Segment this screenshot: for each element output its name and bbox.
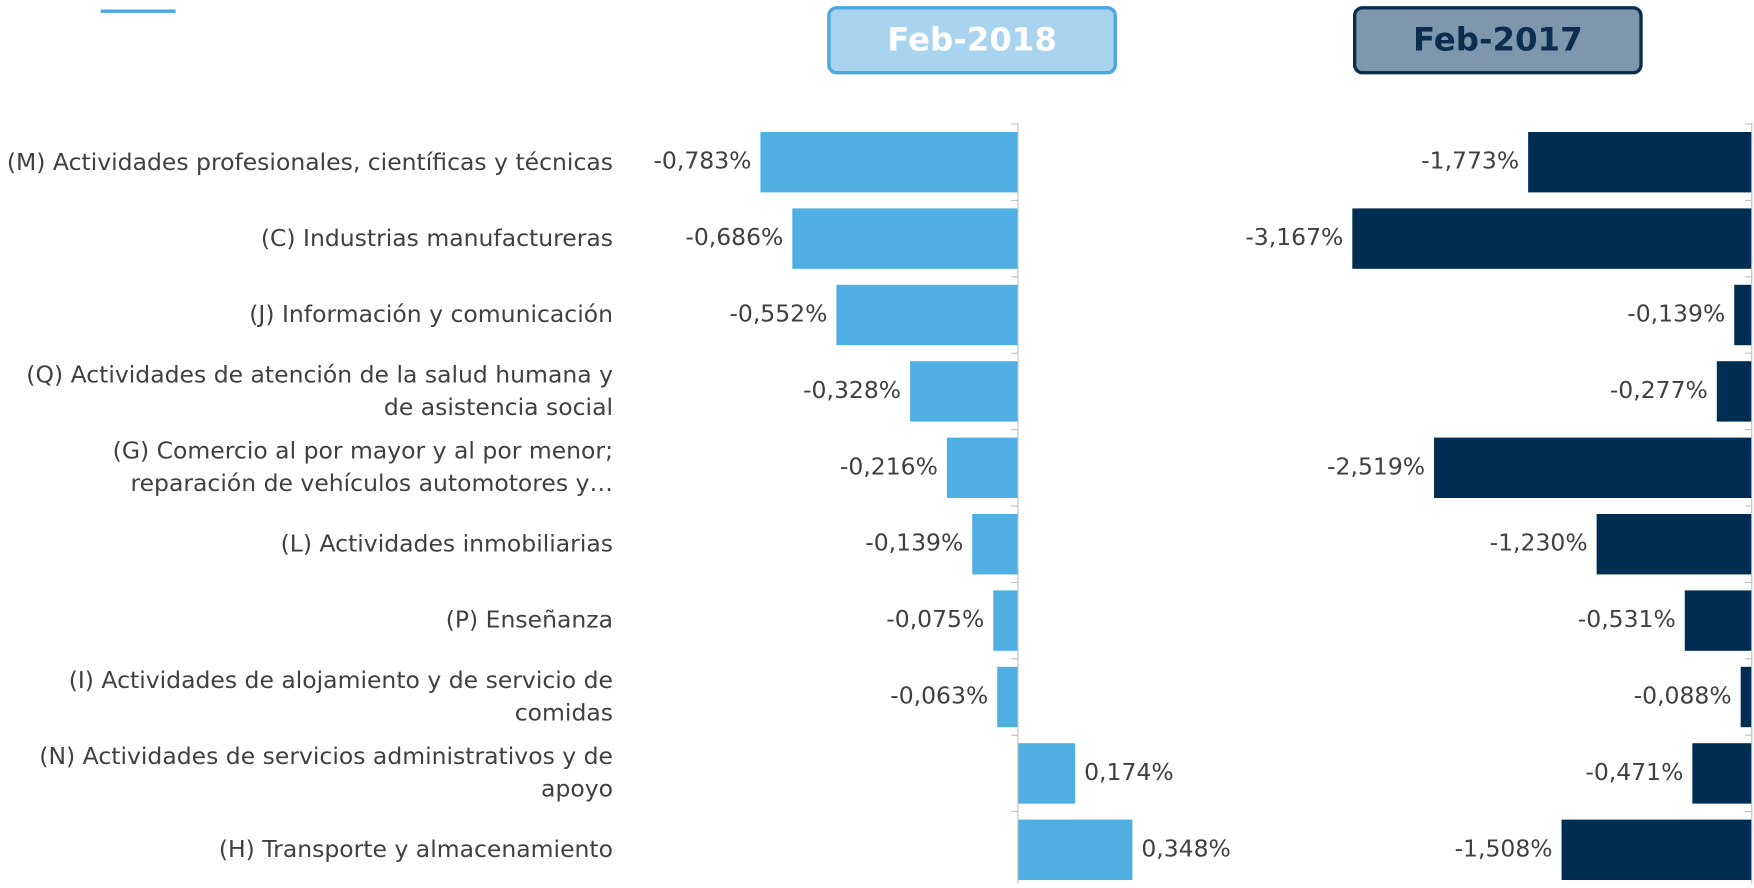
category-label: (H) Transporte y almacenamiento <box>218 835 614 863</box>
category-label: (G) Comercio al por mayor y al por menor… <box>112 437 614 497</box>
title-box <box>827 6 1117 75</box>
value-label: -0,531% <box>1578 605 1676 633</box>
bar <box>972 514 1018 575</box>
title-box <box>1352 6 1643 75</box>
category-label: (N) Actividades de servicios administrat… <box>39 743 614 803</box>
value-label: -0,075% <box>886 605 984 633</box>
bar <box>1716 361 1752 422</box>
bar <box>910 361 1018 422</box>
value-label: -0,552% <box>729 300 827 328</box>
value-label: -0,063% <box>890 682 988 710</box>
bar <box>836 284 1018 346</box>
bar <box>1017 819 1133 881</box>
value-label: -1,230% <box>1490 529 1588 557</box>
category-label: (L) Actividades inmobiliarias <box>280 530 614 558</box>
chart-title: Feb-2017 <box>1413 20 1583 58</box>
bar <box>1561 819 1752 881</box>
category-label: (I) Actividades de alojamiento y de serv… <box>68 666 614 727</box>
value-label: -0,088% <box>1634 682 1732 710</box>
value-label: 0,174% <box>1084 758 1174 786</box>
category-label: (J) Información y comunicación <box>249 301 614 328</box>
value-label: -0,139% <box>1627 300 1725 328</box>
category-label: (C) Industrias manufactureras <box>260 224 614 252</box>
bar <box>993 590 1018 651</box>
bar <box>760 131 1018 193</box>
bar <box>1352 208 1752 269</box>
category-label: (Q) Actividades de atención de la salud … <box>26 361 614 421</box>
category-label: (M) Actividades profesionales, científic… <box>6 148 614 176</box>
bar <box>1684 590 1752 651</box>
value-label: -2,519% <box>1327 452 1425 480</box>
bar <box>1596 514 1752 575</box>
value-label: -0,471% <box>1585 758 1683 786</box>
value-label: -1,773% <box>1421 147 1519 175</box>
value-label: -0,783% <box>653 147 751 175</box>
value-label: -3,167% <box>1245 223 1343 251</box>
value-label: -0,139% <box>865 529 963 557</box>
bar <box>792 208 1018 269</box>
value-label: -0,328% <box>803 376 901 404</box>
bar <box>1740 666 1752 728</box>
bar <box>1017 743 1076 804</box>
category-label: (P) Enseñanza <box>445 606 614 634</box>
bar <box>1528 131 1752 193</box>
value-label: 0,348% <box>1141 834 1231 862</box>
bar <box>997 666 1018 728</box>
bar <box>1434 437 1752 499</box>
bar <box>946 437 1018 499</box>
chart-title: Feb-2018 <box>887 20 1057 58</box>
bar <box>1692 743 1752 804</box>
value-label: -1,508% <box>1455 834 1553 862</box>
bar <box>1734 284 1752 346</box>
value-label: -0,686% <box>685 223 783 251</box>
value-label: -0,216% <box>840 452 938 480</box>
value-label: -0,277% <box>1610 376 1708 404</box>
